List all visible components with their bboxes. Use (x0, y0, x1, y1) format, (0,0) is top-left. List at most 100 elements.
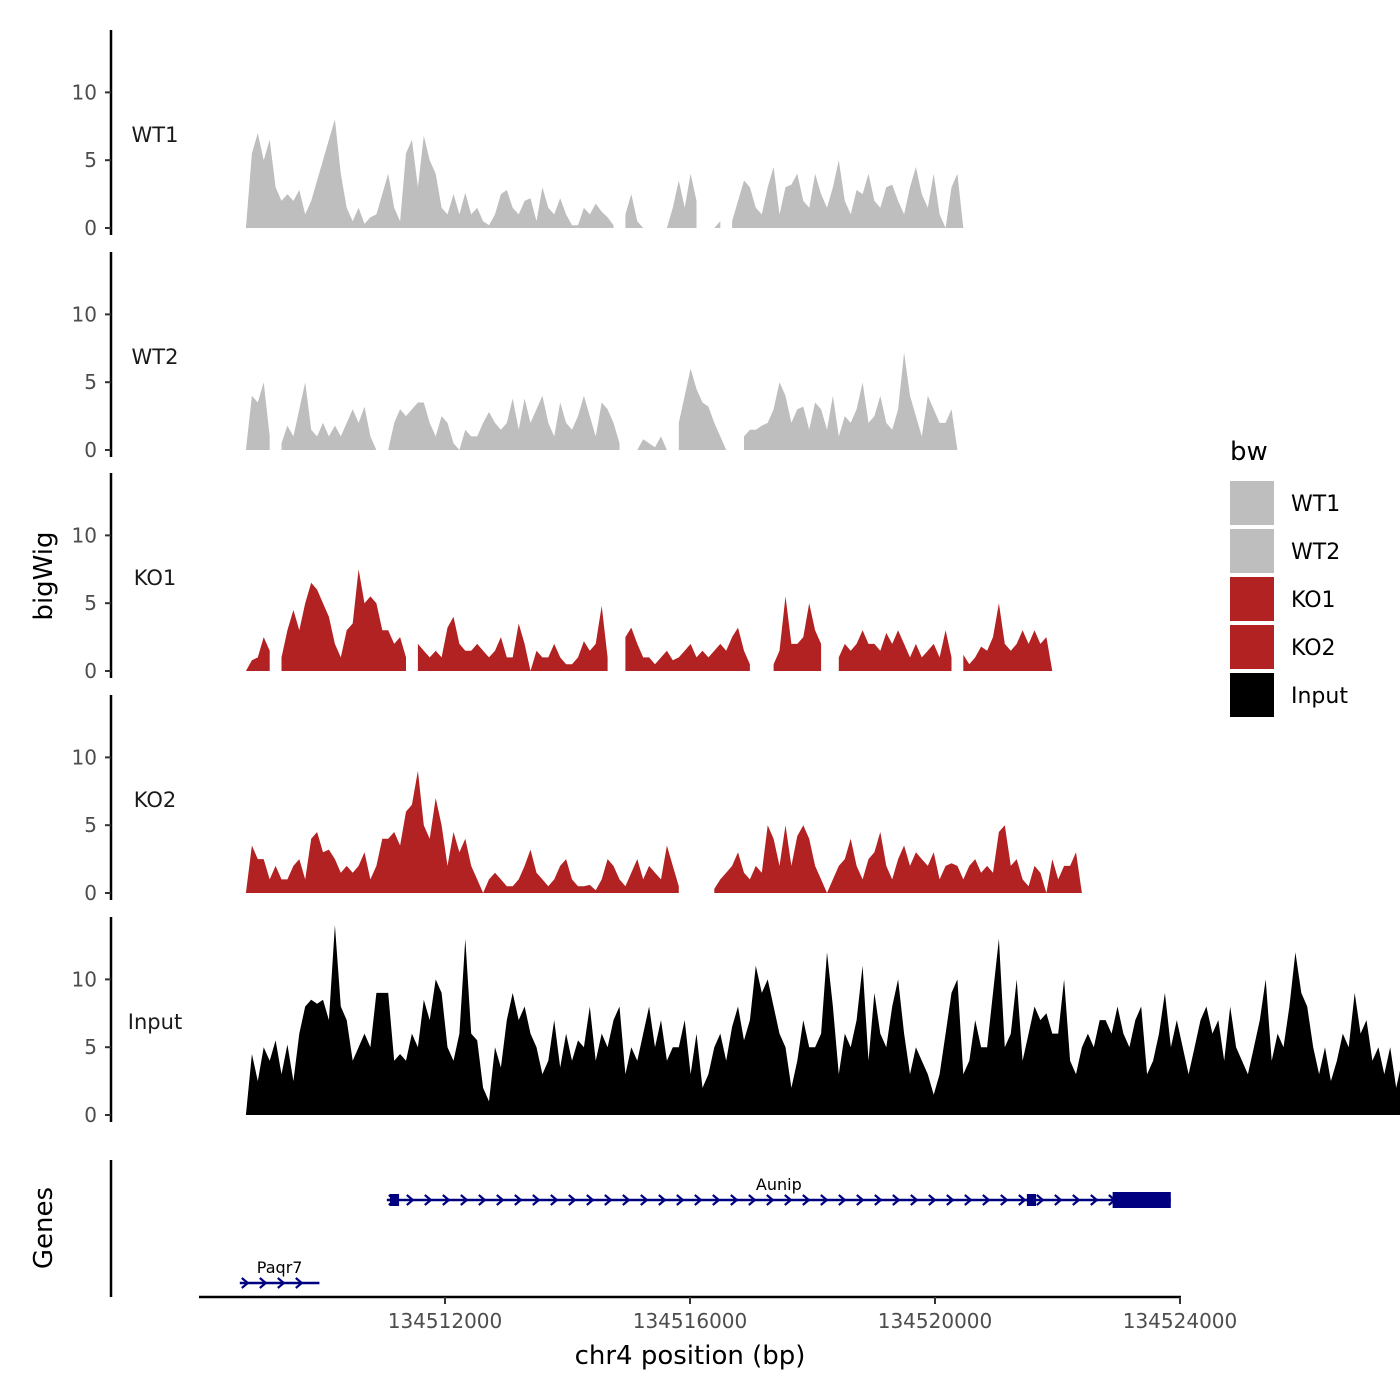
coverage-area-WT2 (637, 436, 667, 450)
y-tick-label: 10 (72, 80, 97, 104)
track-WT2: 0 5 10 WT2 (72, 252, 958, 462)
x-tick-label: 134512000 (388, 1309, 503, 1333)
coverage-area-KO1 (963, 603, 1053, 671)
strand-arrow (676, 1194, 685, 1206)
coverage-area-KO1 (417, 605, 608, 671)
strand-arrow (622, 1194, 631, 1206)
track-label: KO2 (134, 788, 177, 812)
strand-arrow (784, 1194, 793, 1206)
strand-arrow (586, 1194, 595, 1206)
legend-label-KO1: KO1 (1291, 588, 1336, 613)
x-tick-label: 134524000 (1123, 1309, 1238, 1333)
strand-arrow (604, 1194, 613, 1206)
legend-swatch-KO2 (1230, 625, 1274, 669)
coverage-area-WT2 (281, 382, 377, 450)
y-tick-label: 0 (84, 1103, 97, 1127)
legend-swatch-WT2 (1230, 529, 1274, 573)
strand-arrow (766, 1194, 775, 1206)
coverage-area-WT2 (388, 395, 620, 450)
y-tick-label: 0 (84, 216, 97, 240)
coverage-area-WT1 (625, 194, 644, 228)
coverage-area-KO1 (625, 627, 750, 671)
track-label: KO1 (134, 566, 177, 590)
tracks-layer: 0 5 10 WT1 0 5 10 WT2 0 5 10 KO1 0 5 10 KO2 0 5 10 Input (72, 30, 1400, 1127)
strand-arrow (259, 1277, 268, 1289)
gene-label: Paqr7 (257, 1258, 303, 1277)
track-KO2: 0 5 10 KO2 (72, 695, 1082, 905)
strand-arrow (712, 1194, 721, 1206)
strand-arrow (1018, 1194, 1027, 1206)
legend-swatch-WT1 (1230, 481, 1274, 525)
strand-arrow (241, 1277, 250, 1289)
legend: bw WT1 WT2 KO1 KO2 Input (1229, 437, 1348, 718)
strand-arrow (928, 1194, 937, 1206)
strand-arrow (964, 1194, 973, 1206)
strand-arrow (892, 1194, 901, 1206)
strand-arrow (802, 1194, 811, 1206)
coverage-area-KO1 (281, 569, 406, 671)
coverage-area-KO1 (773, 596, 822, 671)
strand-arrow (496, 1194, 505, 1206)
coverage-area-WT1 (714, 221, 721, 228)
strand-arrow (838, 1194, 847, 1206)
y-tick-label: 5 (84, 813, 97, 837)
strand-arrow (730, 1194, 739, 1206)
strand-arrow (946, 1194, 955, 1206)
strand-arrow (424, 1194, 433, 1206)
y-tick-label: 10 (72, 967, 97, 991)
y-tick-label: 5 (84, 1035, 97, 1059)
legend-label-KO2: KO2 (1291, 636, 1336, 661)
strand-arrow (1000, 1194, 1009, 1206)
y-tick-label: 0 (84, 659, 97, 683)
y-tick-label: 10 (72, 523, 97, 547)
coverage-area-WT1 (666, 173, 697, 228)
coverage-area-KO1 (838, 630, 952, 671)
x-axis: 134512000 134516000 134520000 134524000 (199, 1295, 1238, 1333)
track-label: Input (128, 1010, 182, 1034)
y-axis-title: bigWig (29, 531, 59, 620)
exon (389, 1194, 400, 1206)
coverage-area-WT2 (245, 382, 270, 450)
strand-arrow (568, 1194, 577, 1206)
strand-arrow (874, 1194, 883, 1206)
strand-arrow (1054, 1194, 1063, 1206)
coverage-area-WT2 (744, 352, 958, 450)
strand-arrow (820, 1194, 829, 1206)
legend-swatch-Input (1230, 673, 1274, 717)
strand-arrow (748, 1194, 757, 1206)
y-tick-label: 10 (72, 745, 97, 769)
strand-arrow (550, 1194, 559, 1206)
strand-arrow (406, 1194, 415, 1206)
y-tick-label: 0 (84, 881, 97, 905)
y-tick-label: 5 (84, 148, 97, 172)
strand-arrow (640, 1194, 649, 1206)
strand-arrow (460, 1194, 469, 1206)
track-KO1: 0 5 10 KO1 (72, 473, 1053, 683)
x-axis-title: chr4 position (bp) (575, 1341, 806, 1371)
track-Input: 0 5 10 Input (72, 917, 1400, 1127)
strand-arrow (442, 1194, 451, 1206)
strand-arrow (478, 1194, 487, 1206)
strand-arrow (856, 1194, 865, 1206)
coverage-area-Input (245, 925, 1400, 1115)
coverage-area-KO1 (245, 637, 270, 671)
y-tick-label: 10 (72, 302, 97, 326)
x-tick-label: 134520000 (878, 1309, 993, 1333)
legend-label-WT2: WT2 (1291, 540, 1340, 565)
gene-Aunip: Aunip (386, 1175, 1171, 1208)
y-tick-label: 0 (84, 438, 97, 462)
exon (1026, 1194, 1037, 1206)
strand-arrow (694, 1194, 703, 1206)
strand-arrow (1090, 1194, 1099, 1206)
strand-arrow (514, 1194, 523, 1206)
coverage-area-WT1 (732, 160, 964, 228)
genes-axis-title: Genes (29, 1187, 59, 1269)
strand-arrow (982, 1194, 991, 1206)
track-label: WT2 (132, 345, 179, 369)
strand-arrow (1072, 1194, 1081, 1206)
legend-title: bw (1230, 437, 1268, 467)
strand-arrow (910, 1194, 919, 1206)
coverage-area-WT1 (245, 119, 614, 228)
y-tick-label: 5 (84, 370, 97, 394)
